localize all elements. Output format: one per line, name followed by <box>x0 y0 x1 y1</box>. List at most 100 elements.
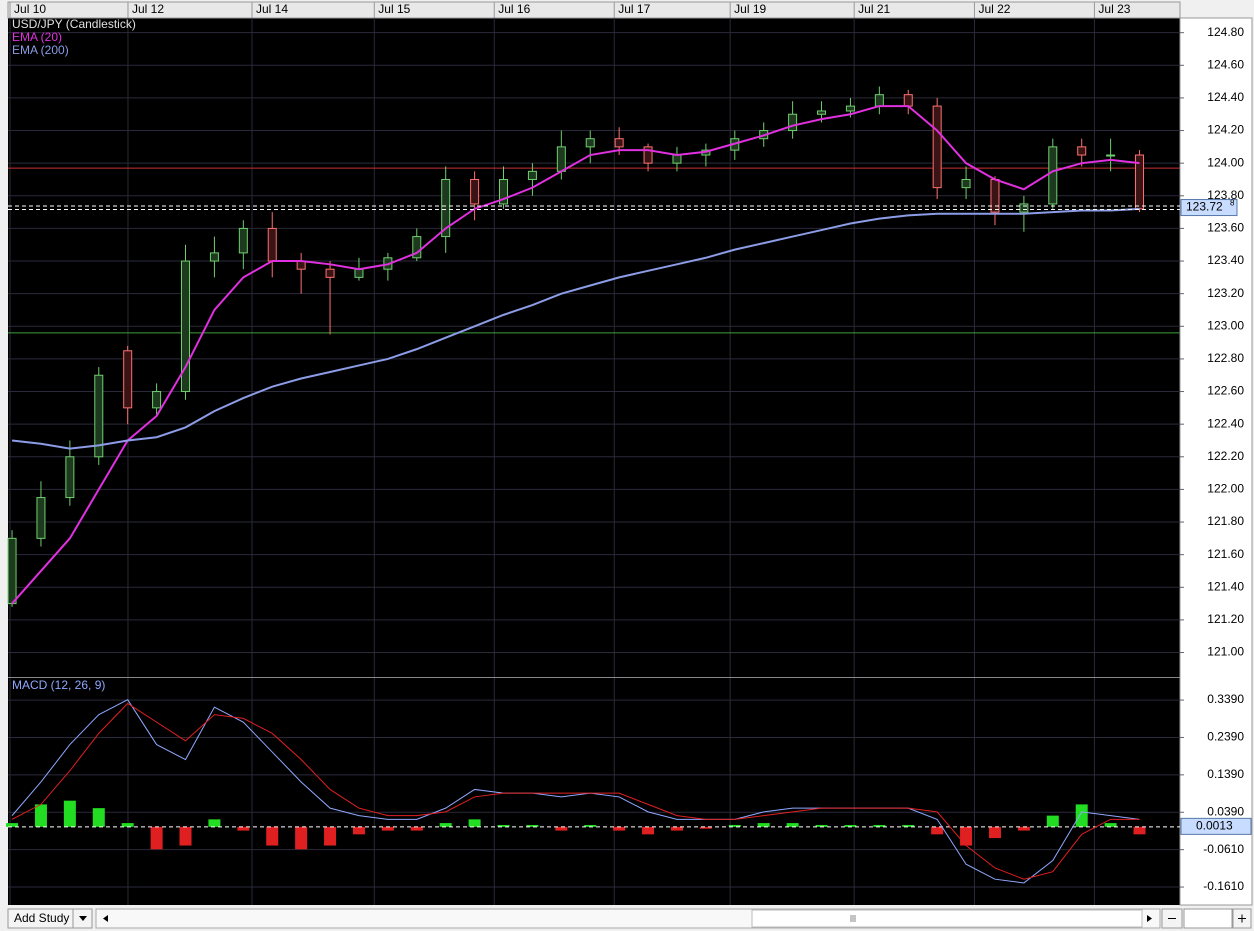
candle-body <box>94 374 104 458</box>
candle-body <box>874 94 884 107</box>
histogram-bar <box>179 826 192 846</box>
histogram-bar <box>786 823 799 827</box>
last-price-box <box>1180 199 1238 217</box>
candle-body <box>238 227 248 254</box>
line-series <box>11 105 1140 605</box>
histogram-bar <box>584 824 597 827</box>
candle-body <box>788 113 798 132</box>
panel-title: MACD (12, 26, 9) <box>12 678 105 692</box>
histogram-bar <box>555 826 568 831</box>
thumb-grip <box>850 915 856 922</box>
candle-body <box>1019 203 1029 213</box>
candle-body <box>209 252 219 262</box>
y-tick-label: -0.0610 <box>1203 842 1244 856</box>
histogram-bar <box>295 826 308 850</box>
x-tick-label: Jul 19 <box>734 2 766 16</box>
y-tick-label: 121.00 <box>1207 645 1244 659</box>
y-tick-label: 124.80 <box>1207 25 1244 39</box>
x-tick-label: Jul 10 <box>14 2 46 16</box>
candle-body <box>643 146 653 164</box>
histogram-bar <box>1075 804 1088 827</box>
histogram-bar <box>1017 826 1030 831</box>
candle-body <box>65 456 75 499</box>
candle-body <box>527 170 537 180</box>
y-tick-label: 123.00 <box>1207 318 1244 332</box>
histogram-bar <box>324 826 337 846</box>
histogram-bar <box>439 823 452 827</box>
add-study-label: Add Study <box>14 911 69 925</box>
histogram-bar <box>266 826 279 846</box>
x-tick-label: Jul 22 <box>978 2 1010 16</box>
candle-body <box>990 178 1000 213</box>
candle-body <box>585 138 595 148</box>
toolbar: Add Study <box>7 908 1252 929</box>
candle-body <box>441 178 451 238</box>
candle-body <box>903 94 913 107</box>
histogram-bar <box>1046 815 1059 827</box>
candle-body <box>7 537 17 605</box>
y-tick-label: 123.20 <box>1207 286 1244 300</box>
y-tick-label: 122.20 <box>1207 449 1244 463</box>
dropdown-arrow[interactable] <box>79 916 87 921</box>
x-tick-label: Jul 21 <box>858 2 890 16</box>
y-tick-label: 0.0390 <box>1207 804 1244 818</box>
histogram-bar <box>526 824 539 827</box>
zoom-track[interactable] <box>1183 908 1233 929</box>
y-tick-label: 0.3390 <box>1207 692 1244 706</box>
scroll-left[interactable] <box>103 915 108 922</box>
value-axis <box>1179 17 1253 906</box>
y-tick-label: 122.80 <box>1207 351 1244 365</box>
x-tick-label: Jul 14 <box>256 2 288 16</box>
y-tick-label: 121.60 <box>1207 547 1244 561</box>
histogram-bar <box>6 823 19 827</box>
candle-body <box>470 178 480 205</box>
y-tick-label: 0.1390 <box>1207 767 1244 781</box>
last-value-label: 0.0013 <box>1196 819 1233 833</box>
candle-body <box>1077 146 1087 156</box>
scroll-thumb[interactable] <box>751 909 1143 928</box>
legend-entry: EMA (20) <box>12 30 62 44</box>
last-value-box <box>1180 817 1252 835</box>
histogram-bar <box>988 826 1001 839</box>
candle-body <box>932 105 942 189</box>
histogram-bar <box>960 826 973 846</box>
candle-body <box>152 391 162 409</box>
x-tick-label: Jul 12 <box>132 2 164 16</box>
candle-body <box>354 268 364 278</box>
histogram-bar <box>410 826 423 831</box>
scroll-right[interactable] <box>1147 915 1152 922</box>
x-tick-label: Jul 17 <box>618 2 650 16</box>
histogram-bar <box>902 824 915 827</box>
y-tick-label: 124.20 <box>1207 123 1244 137</box>
line-series <box>11 702 1140 880</box>
histogram-bar <box>121 823 134 827</box>
histogram-bar <box>931 826 944 835</box>
histogram-bar <box>728 824 741 827</box>
histogram-bar <box>844 824 857 827</box>
y-tick-label: 122.60 <box>1207 384 1244 398</box>
histogram-bar <box>1133 826 1146 835</box>
y-tick-label: 121.20 <box>1207 612 1244 626</box>
histogram-bar <box>699 826 712 829</box>
y-tick-label: -0.1610 <box>1203 879 1244 893</box>
last-price-label: 123.72 <box>1186 200 1223 214</box>
line-series <box>11 699 1140 884</box>
y-tick-label: 122.40 <box>1207 416 1244 430</box>
add-study-button[interactable] <box>7 908 93 929</box>
chart-title: USD/JPY (Candlestick) <box>12 17 136 31</box>
y-tick-label: 123.60 <box>1207 221 1244 235</box>
y-tick-label: 0.2390 <box>1207 730 1244 744</box>
last-price-fraction: 8 <box>1230 199 1235 208</box>
candle-body <box>325 268 335 278</box>
candle-body <box>412 236 422 259</box>
candle-body <box>614 138 624 148</box>
y-tick-label: 124.40 <box>1207 90 1244 104</box>
y-tick-label: 123.40 <box>1207 253 1244 267</box>
candle-body <box>267 227 277 262</box>
histogram-bar <box>150 826 163 850</box>
histogram-bar <box>381 826 394 831</box>
histogram-bar <box>873 824 886 827</box>
candle-body <box>36 497 46 539</box>
